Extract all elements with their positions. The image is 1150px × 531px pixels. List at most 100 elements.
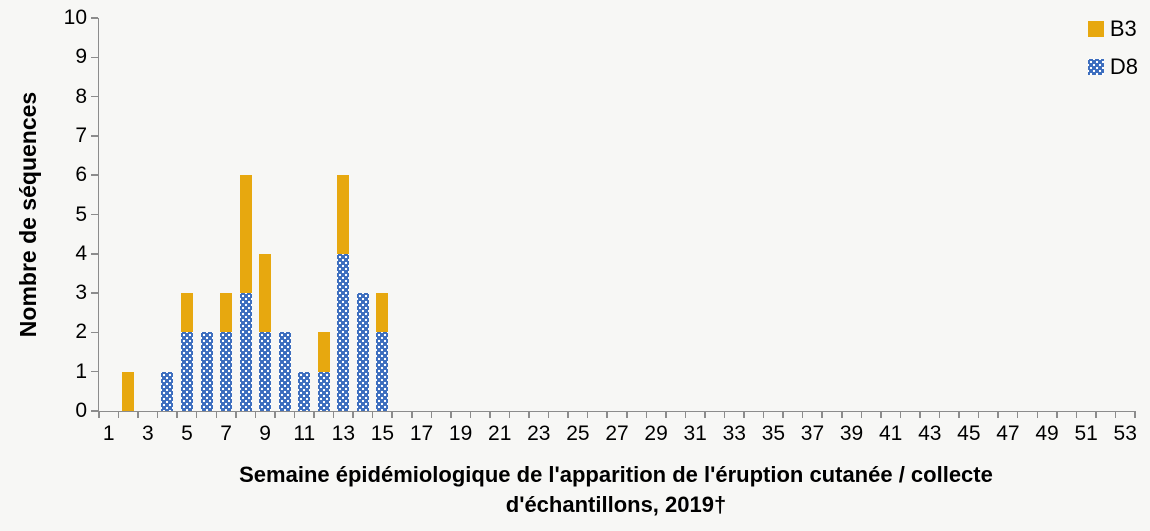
x-axis-tick	[547, 411, 550, 418]
bar-week-12-b3	[317, 332, 330, 372]
bar-week-2-b3	[122, 371, 135, 411]
x-axis-tick	[958, 411, 960, 418]
y-axis-tick	[91, 253, 98, 255]
y-axis-tick-label: 1	[75, 359, 87, 383]
y-axis-tick-label: 6	[75, 163, 87, 187]
x-axis-tick-label: 21	[488, 422, 512, 445]
x-axis-tick-label: 51	[1074, 422, 1098, 445]
x-axis-tick-label: 11	[293, 422, 316, 445]
y-axis-tick	[91, 213, 98, 216]
y-axis-tick-label: 4	[75, 241, 87, 265]
bar-week-15-d8	[376, 332, 389, 411]
y-axis-title: Nombre de séquences	[6, 18, 52, 411]
x-axis-tick	[977, 411, 980, 418]
x-axis-tick	[411, 411, 413, 418]
x-axis-tick	[391, 411, 393, 418]
x-axis-title-line1: Semaine épidémiologique de l'apparition …	[239, 462, 993, 487]
x-axis-tick-label: 23	[527, 422, 551, 445]
bar-week-13-d8	[337, 253, 350, 411]
x-axis-tick	[997, 411, 999, 418]
y-axis-tick	[91, 331, 98, 334]
bar-week-14-d8	[356, 293, 369, 411]
x-axis-tick	[1134, 411, 1136, 418]
x-axis-tick	[371, 411, 374, 418]
x-axis-tick	[176, 411, 178, 418]
y-axis-tick-label: 2	[75, 320, 87, 344]
x-axis-title-line2: d'échantillons, 2019†	[505, 491, 727, 517]
y-axis-tick-label: 10	[63, 6, 87, 29]
x-axis-tick	[626, 411, 628, 418]
x-axis-tick	[313, 411, 315, 418]
x-axis-tick-label: 39	[839, 422, 864, 445]
x-axis-tick-label: 5	[181, 422, 193, 445]
bar-week-8-b3	[239, 175, 252, 294]
y-axis-tick	[91, 292, 98, 294]
bar-week-7-b3	[220, 293, 233, 333]
x-axis-tick	[899, 411, 902, 418]
x-axis-tick	[195, 411, 198, 418]
y-axis-tick-label: 0	[75, 399, 87, 422]
x-axis-tick	[156, 411, 159, 418]
x-axis-tick-label: 19	[448, 422, 473, 445]
x-axis-tick	[293, 411, 296, 418]
bar-week-8-d8	[239, 293, 252, 411]
y-axis-tick	[91, 174, 98, 176]
y-axis-tick	[91, 56, 98, 59]
x-axis-tick	[430, 411, 433, 418]
bar-week-5-d8	[180, 332, 193, 411]
x-axis-tick-label: 45	[957, 422, 981, 445]
plot-area: 0 1 2 3 4 5 6 7 8 9 10 1 3 5 7 9 11 13 15 17 19 21 23 25 27 29 31 3…	[64, 6, 1137, 445]
x-axis-tick-label: 31	[683, 422, 707, 445]
legend-item-b3: B3	[1087, 16, 1138, 42]
y-axis-tick	[91, 370, 98, 373]
x-axis-tick	[1075, 411, 1078, 418]
x-axis-tick	[1036, 411, 1038, 418]
x-axis-tick	[1095, 411, 1097, 418]
bar-week-10-d8	[278, 332, 291, 411]
x-axis-tick	[684, 411, 687, 418]
x-axis-tick	[919, 411, 921, 418]
x-axis-tick	[117, 411, 120, 418]
x-axis-tick	[841, 411, 843, 418]
legend-swatch-d8	[1087, 59, 1104, 75]
x-axis-tick-label: 7	[220, 422, 232, 445]
x-axis-tick-label: 1	[102, 422, 115, 445]
x-axis-tick	[723, 411, 726, 418]
bar-week-5-b3	[180, 293, 193, 333]
x-axis-tick-label: 27	[605, 422, 629, 445]
x-axis-tick	[98, 411, 100, 418]
legend-item-d8: D8	[1087, 54, 1138, 80]
x-axis-tick	[586, 411, 589, 418]
x-axis-tick-label: 3	[142, 422, 154, 445]
legend: B3 D8	[1087, 16, 1138, 80]
x-axis-tick	[880, 411, 882, 418]
x-axis-tick-label: 47	[996, 422, 1020, 445]
x-axis-tick	[704, 411, 706, 418]
bar-week-9-b3	[259, 253, 272, 333]
x-axis-tick	[254, 411, 257, 418]
x-axis-tick	[567, 411, 569, 418]
bar-week-7-d8	[220, 332, 233, 411]
x-axis-tick	[606, 411, 608, 418]
x-axis-tick	[801, 411, 804, 418]
x-axis-tick-label: 53	[1113, 422, 1137, 445]
x-axis-tick	[215, 411, 218, 418]
x-axis-tick-label: 49	[1035, 422, 1059, 445]
x-axis-tick-label: 13	[331, 422, 356, 445]
y-axis-tick-label: 5	[75, 202, 87, 226]
x-axis-tick	[489, 411, 491, 418]
x-axis-tick	[1114, 411, 1117, 418]
bar-week-15-b3	[376, 293, 389, 333]
bar-week-11-d8	[298, 371, 311, 411]
x-axis-tick-label: 37	[800, 422, 825, 445]
y-axis-tick	[91, 410, 98, 412]
x-axis-tick	[743, 411, 745, 418]
bar-week-9-d8	[259, 332, 272, 411]
legend-swatch-b3	[1087, 21, 1104, 37]
bar-week-13-b3	[337, 175, 350, 254]
y-axis-tick	[91, 135, 98, 137]
x-axis-tick	[1056, 411, 1058, 418]
x-axis-tick-label: 35	[761, 422, 786, 445]
x-axis-tick	[782, 411, 784, 418]
